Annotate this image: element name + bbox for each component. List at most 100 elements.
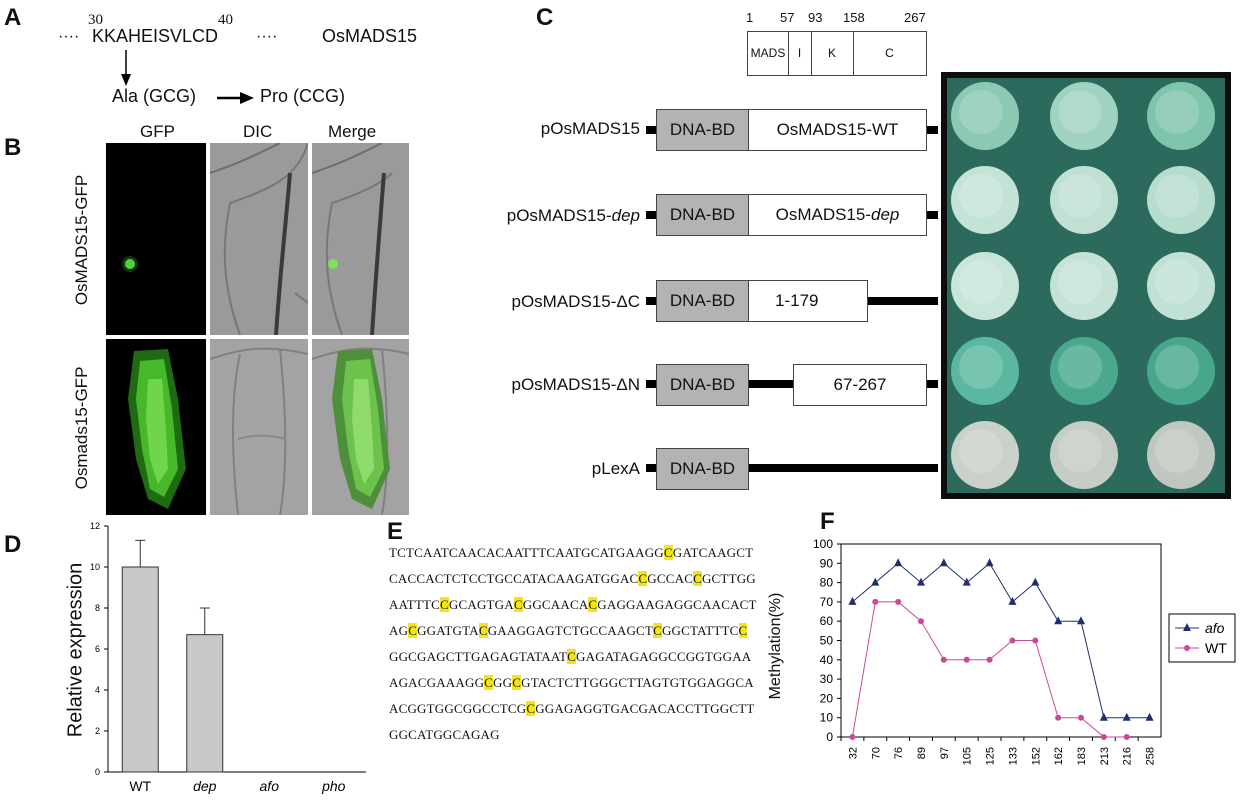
yeast-colony xyxy=(951,166,1019,234)
data-point xyxy=(1008,596,1017,605)
y-tick-label: 100 xyxy=(813,537,833,551)
data-point xyxy=(871,577,880,586)
data-point xyxy=(939,558,948,567)
x-tick-label: 162 xyxy=(1053,747,1065,765)
sequence-segment: GCCAC xyxy=(647,571,694,586)
expression-chart: 0 2 4 6 8 10 12 WT dep afo pho xyxy=(90,521,366,794)
data-point xyxy=(1009,637,1016,644)
x-tick-label: afo xyxy=(260,778,280,794)
y-axis-label: Relative expression xyxy=(64,562,87,738)
data-point xyxy=(1100,734,1107,740)
vector-line xyxy=(646,464,938,472)
domain-c: C xyxy=(885,46,894,60)
dic-image-mutant xyxy=(210,339,308,515)
sequence-line: CACCACTCTCCTGCCATACAAGATGGACCGCCACCGCTTG… xyxy=(389,571,756,587)
panel-d-label: D xyxy=(4,531,22,558)
dna-bd-box: DNA-BD xyxy=(656,109,749,151)
sequence-segment: GGCTATTTC xyxy=(661,623,739,638)
sequence-segment: GTACTCTTGGGCTTAGTGTGGAGGCA xyxy=(521,675,754,690)
methylation-y-label: Methylation(%) xyxy=(767,592,784,700)
x-tick-label: 76 xyxy=(893,747,905,759)
yeast-colony xyxy=(1050,252,1118,320)
sequence-segment: AG xyxy=(389,623,409,638)
data-point xyxy=(963,656,970,663)
colony-highlight xyxy=(1155,345,1199,389)
x-tick-label: 213 xyxy=(1099,747,1111,765)
yeast-colony xyxy=(1050,166,1118,234)
series-line xyxy=(852,562,1150,719)
methylated-cytosine: C xyxy=(513,597,523,612)
y-tick-label: 10 xyxy=(820,711,834,725)
panel-b-label: B xyxy=(4,134,22,161)
methylated-cytosine: C xyxy=(588,597,598,612)
domain-pos-57: 57 xyxy=(780,10,795,25)
x-tick-label: 70 xyxy=(870,747,882,759)
col-header-dic: DIC xyxy=(243,122,273,141)
methylated-cytosine: C xyxy=(653,623,662,638)
y-tick-label: 40 xyxy=(820,653,834,667)
y-tick-label: 20 xyxy=(820,691,834,705)
colony-highlight xyxy=(1058,260,1102,304)
x-tick-label: pho xyxy=(321,778,346,794)
colony-highlight xyxy=(1155,174,1199,218)
y-tick-label: 30 xyxy=(820,672,834,686)
sequence-segment: GATCAAGCT xyxy=(672,545,754,560)
data-point xyxy=(1055,714,1062,721)
residue-30-number: 30 xyxy=(88,12,103,28)
data-point xyxy=(1078,714,1084,721)
dna-bd-box: DNA-BD xyxy=(656,364,749,406)
legend-label: afo xyxy=(1205,620,1225,636)
yeast-colony xyxy=(1147,421,1215,489)
colony-highlight xyxy=(959,345,1003,389)
domain-mads: MADS xyxy=(748,32,789,75)
methylated-cytosine: C xyxy=(738,623,748,638)
bar xyxy=(121,566,159,773)
yeast-colony xyxy=(1050,337,1118,405)
y-tick-label: 90 xyxy=(820,556,834,570)
sequence-line: GGCATGGCAGAG xyxy=(389,727,500,743)
panel-c-label: C xyxy=(536,4,554,31)
data-point xyxy=(986,656,993,663)
sequence-segment: GGCATGGCAGAG xyxy=(389,727,500,742)
dots-right: ···· xyxy=(256,28,278,45)
data-point xyxy=(872,598,879,605)
x-tick-label: 125 xyxy=(985,747,997,765)
legend-label: WT xyxy=(1205,640,1227,656)
col-header-gfp: GFP xyxy=(140,122,175,141)
y-tick-label: 50 xyxy=(820,634,834,648)
colony-highlight xyxy=(1155,90,1199,134)
dna-bd-box: DNA-BD xyxy=(656,194,749,236)
methylated-cytosine: C xyxy=(478,623,488,638)
row-label-osmads15-gfp: OsMADS15-GFP xyxy=(72,174,91,306)
data-point xyxy=(1077,616,1085,625)
sequence-segment: GAGGAAGAGGCAACACT xyxy=(597,597,757,612)
data-point xyxy=(940,656,947,663)
x-tick-label: 105 xyxy=(962,747,974,765)
methylated-cytosine: C xyxy=(638,571,648,586)
x-tick-label: WT xyxy=(129,778,151,794)
sequence-segment: GAGATAGAGGCCGGTGGAA xyxy=(576,649,752,664)
domain-map: MADS I K C xyxy=(747,31,927,76)
plot-area xyxy=(840,543,1162,738)
merge-image-wt xyxy=(312,143,409,335)
gene-name: OsMADS15 xyxy=(322,26,418,46)
panel-f-label: F xyxy=(820,508,835,535)
x-tick-label: 216 xyxy=(1122,747,1134,765)
domain-i: I xyxy=(788,32,812,75)
colony-highlight xyxy=(959,260,1003,304)
sequence-segment: ACGGTGGCGGCCTCG xyxy=(389,701,527,716)
y-tick-label: 60 xyxy=(820,614,834,628)
colony-highlight xyxy=(959,174,1003,218)
methylated-cytosine: C xyxy=(512,675,522,690)
domain-pos-1: 1 xyxy=(746,10,754,25)
colony-highlight xyxy=(1155,260,1199,304)
row-label-osmads15-mut-gfp: Osmads15-GFP xyxy=(72,366,91,490)
yeast-colony xyxy=(1050,421,1118,489)
sequence-line: TCTCAATCAACACAATTTCAATGCATGAAGGCGATCAAGC… xyxy=(389,545,753,561)
sequence-line: AGCGGATGTACGAAGGAGTCTGCCAAGCTCGGCTATTTCC xyxy=(389,623,748,639)
panel-e-label: E xyxy=(387,518,404,545)
insert-box-delta-c: 1-179 xyxy=(748,280,868,322)
insert-box-delta-n: 67-267 xyxy=(793,364,927,406)
sequence-line: AGACGAAAGGCGGCGTACTCTTGGGCTTAGTGTGGAGGCA xyxy=(389,675,754,691)
data-point xyxy=(1032,637,1039,644)
